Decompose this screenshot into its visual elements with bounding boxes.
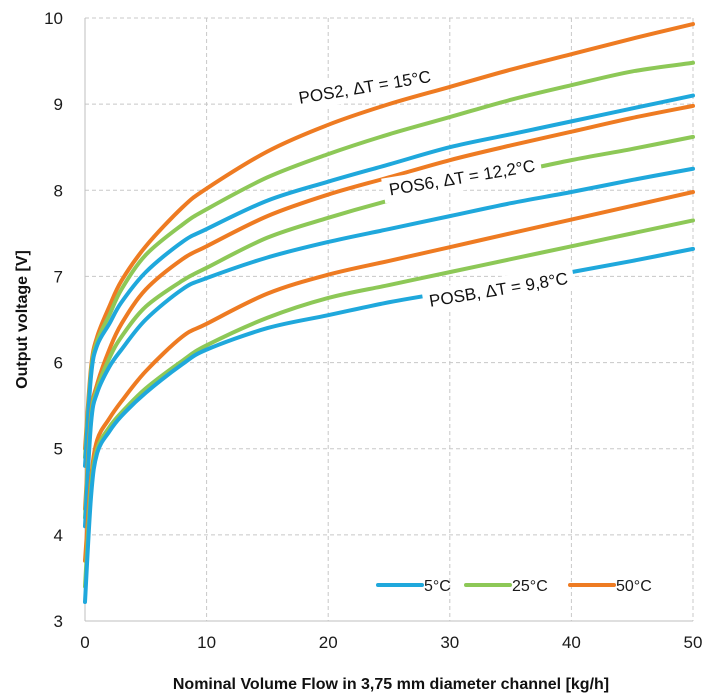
y-tick-label: 9 (54, 95, 63, 114)
series-line (83, 246, 695, 605)
x-tick-label: 40 (562, 633, 581, 652)
annotations: POS2, ΔT = 15°C POS6, ΔT = 12,2°C POSB, ΔT… (290, 63, 576, 315)
series-line (83, 60, 695, 460)
series-line (83, 22, 695, 451)
annotation-background (421, 264, 576, 315)
legend-label: 50°C (616, 578, 652, 595)
grid (85, 17, 694, 621)
axes: 0 10 20 30 40 50 3 4 5 6 7 8 9 10 (44, 9, 702, 652)
y-tick-label: 5 (54, 440, 63, 459)
annotation-label: POS6, ΔT = 12,2°C (388, 156, 537, 199)
series-lines (83, 22, 695, 605)
x-tick-label: 0 (80, 633, 89, 652)
legend-label: 5°C (424, 578, 451, 595)
y-tick-label: 8 (54, 181, 63, 200)
y-tick-label: 3 (54, 612, 63, 631)
y-tick-label: 6 (54, 354, 63, 373)
series-line (83, 93, 695, 468)
annotation-background (381, 152, 543, 204)
y-axis-title: Output voltage [V] (14, 250, 31, 389)
series-line (83, 166, 695, 529)
y-tick-label: 10 (44, 9, 63, 28)
y-tick-label: 7 (54, 267, 63, 286)
legend: 5°C 25°C 50°C (376, 578, 652, 595)
annotation-label: POSB, ΔT = 9,8°C (428, 269, 569, 311)
x-tick-label: 50 (684, 633, 703, 652)
x-tick-label: 30 (440, 633, 459, 652)
legend-label: 25°C (512, 578, 548, 595)
series-line (83, 103, 695, 512)
annotation-label: POS2, ΔT = 15°C (297, 67, 432, 108)
y-tick-label: 4 (54, 526, 63, 545)
series-line (83, 190, 695, 563)
x-tick-label: 20 (319, 633, 338, 652)
annotation-background (290, 63, 439, 112)
x-axis-title: Nominal Volume Flow in 3,75 mm diameter … (173, 676, 609, 693)
x-tick-label: 10 (197, 633, 216, 652)
series-line (83, 218, 695, 589)
